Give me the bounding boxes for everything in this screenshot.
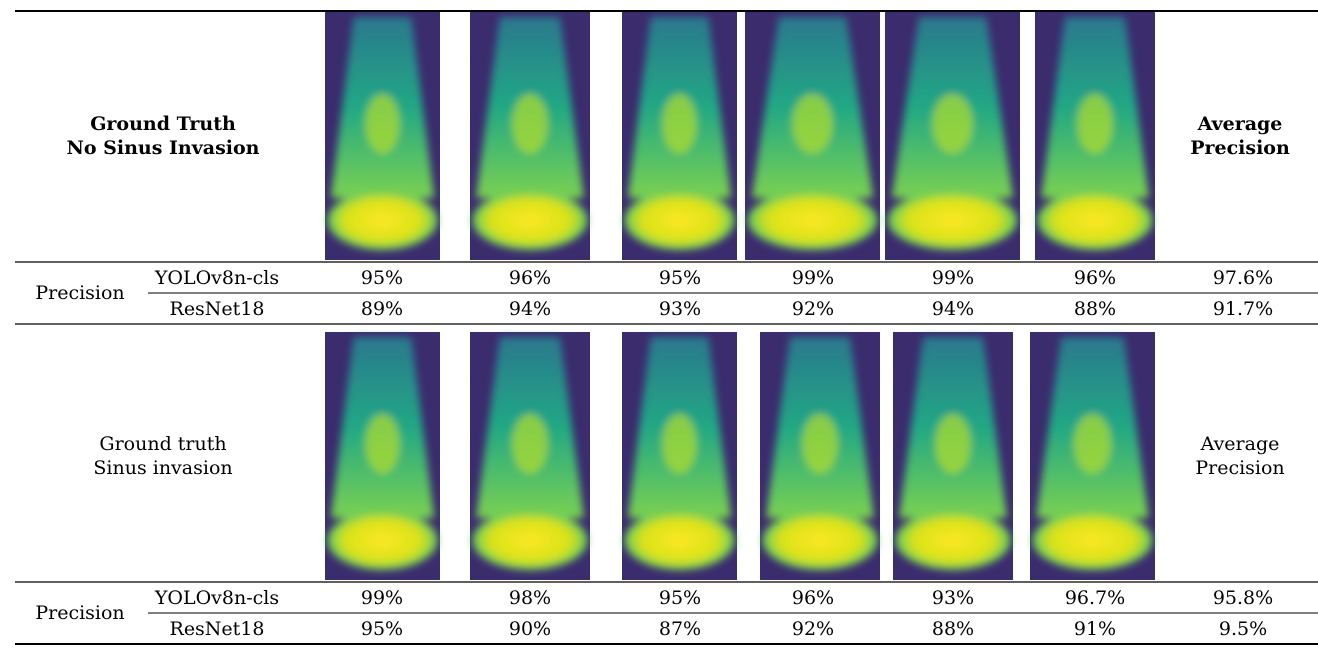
- heatmap-image: [470, 12, 590, 260]
- cell-text: 95%: [360, 618, 404, 640]
- cell-text: Precision: [35, 602, 125, 624]
- cell-text: Sinus invasion: [93, 457, 233, 479]
- heatmap-image: [622, 12, 737, 260]
- cell-text: YOLOv8n-cls: [154, 267, 280, 289]
- heatmap-image: [325, 12, 440, 260]
- cell-text: Ground truth: [99, 433, 227, 455]
- cell-text: 89%: [360, 298, 404, 320]
- cell-text: ResNet18: [169, 298, 265, 320]
- cell-text: Precision: [1195, 457, 1285, 479]
- cell-text: 99%: [791, 267, 835, 289]
- cell-text: 88%: [1073, 298, 1117, 320]
- cell-text: ResNet18: [169, 618, 265, 640]
- cell-text: 93%: [931, 587, 975, 609]
- heatmap-image: [325, 332, 440, 580]
- cell-text: 92%: [791, 618, 835, 640]
- cell-text: No Sinus Invasion: [66, 137, 260, 159]
- cell-text: 88%: [931, 618, 975, 640]
- heatmap-image: [760, 332, 880, 580]
- cell-text: 95%: [360, 267, 404, 289]
- cell-text: 95%: [658, 267, 702, 289]
- cell-text: 97.6%: [1212, 267, 1274, 289]
- heatmap-image: [470, 332, 590, 580]
- heatmap-image: [885, 12, 1020, 260]
- cell-text: 94%: [931, 298, 975, 320]
- cell-text: 91%: [1073, 618, 1117, 640]
- cell-text: 92%: [791, 298, 835, 320]
- cell-text: Precision: [35, 282, 125, 304]
- heatmap-image: [1030, 332, 1155, 580]
- heatmap-image: [745, 12, 880, 260]
- cell-text: 96%: [508, 267, 552, 289]
- cell-text: Average: [1197, 113, 1283, 135]
- heatmap-image: [622, 332, 737, 580]
- heatmap-image: [1035, 12, 1155, 260]
- cell-text: YOLOv8n-cls: [154, 587, 280, 609]
- cell-text: 95.8%: [1212, 587, 1274, 609]
- cell-text: 91.7%: [1212, 298, 1274, 320]
- cell-text: 93%: [658, 298, 702, 320]
- cell-text: Precision: [1190, 137, 1290, 159]
- cell-text: 99%: [360, 587, 404, 609]
- cell-text: 98%: [508, 587, 552, 609]
- cell-text: 96%: [1073, 267, 1117, 289]
- cell-text: 9.5%: [1218, 618, 1268, 640]
- cell-text: 96.7%: [1064, 587, 1126, 609]
- cell-text: 90%: [508, 618, 552, 640]
- cell-text: 94%: [508, 298, 552, 320]
- cell-text: 99%: [931, 267, 975, 289]
- heatmap-image: [893, 332, 1013, 580]
- cell-text: Ground Truth: [90, 113, 236, 135]
- cell-text: 87%: [658, 618, 702, 640]
- cell-text: 96%: [791, 587, 835, 609]
- cell-text: 95%: [658, 587, 702, 609]
- cell-text: Average: [1200, 433, 1280, 455]
